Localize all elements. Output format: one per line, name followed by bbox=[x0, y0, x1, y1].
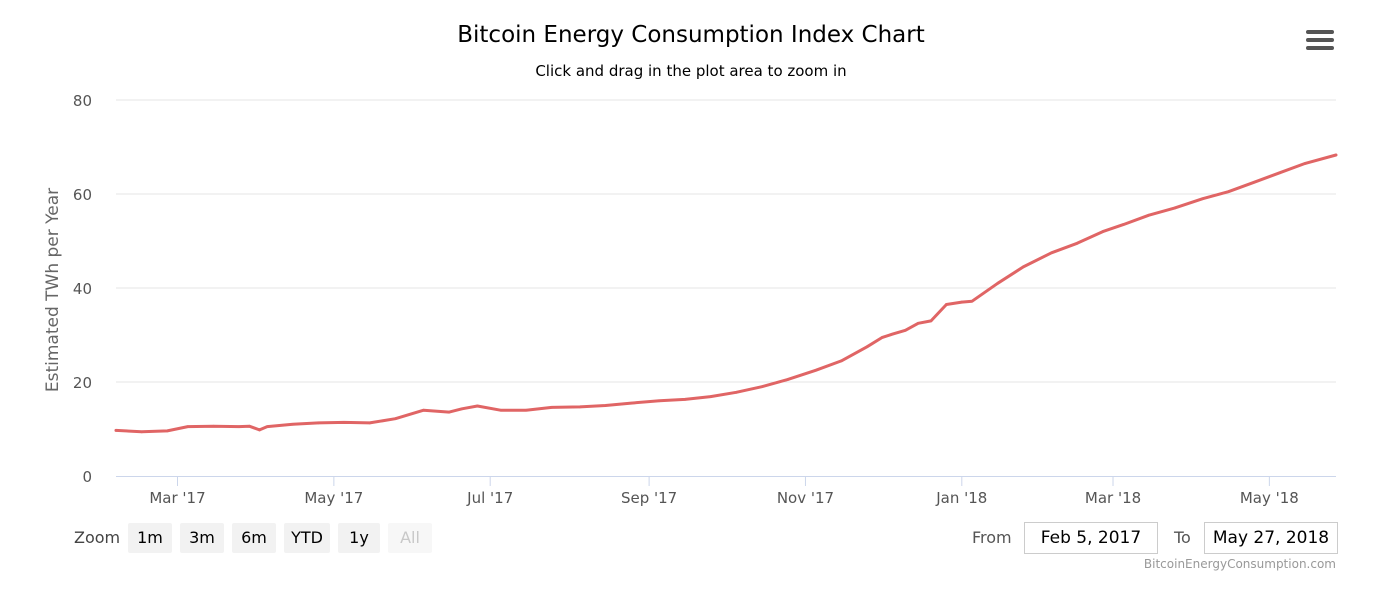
data-point bbox=[814, 368, 818, 372]
data-point bbox=[904, 329, 907, 332]
data-point bbox=[658, 399, 661, 403]
data-point bbox=[1101, 230, 1105, 233]
data-point bbox=[1075, 242, 1079, 245]
data-point bbox=[1201, 197, 1205, 200]
x-tick-label: Sep '17 bbox=[621, 489, 677, 507]
data-point bbox=[760, 385, 764, 389]
data-point bbox=[709, 395, 712, 398]
data-point bbox=[550, 406, 554, 409]
y-tick-label: 20 bbox=[73, 374, 92, 392]
data-point bbox=[140, 430, 143, 434]
zoom-1y-button[interactable]: 1y bbox=[338, 523, 380, 553]
data-point bbox=[237, 425, 241, 428]
data-point bbox=[422, 408, 425, 412]
data-point bbox=[447, 410, 451, 414]
range-from-input[interactable]: Feb 5, 2017 bbox=[1024, 522, 1158, 554]
data-point bbox=[212, 424, 215, 428]
menu-bar bbox=[1306, 46, 1334, 50]
data-point bbox=[186, 425, 190, 428]
data-point bbox=[629, 401, 633, 405]
data-point bbox=[1303, 162, 1307, 165]
data-point bbox=[881, 336, 884, 339]
x-tick-label: Mar '18 bbox=[1085, 489, 1141, 507]
data-point bbox=[114, 429, 118, 432]
data-point bbox=[247, 424, 251, 428]
x-tick-label: May '18 bbox=[1240, 489, 1299, 507]
data-point bbox=[929, 319, 933, 323]
data-point bbox=[786, 378, 789, 381]
zoom-3m-button[interactable]: 3m bbox=[180, 523, 224, 553]
y-tick-label: 0 bbox=[82, 468, 92, 486]
data-point bbox=[1121, 223, 1125, 226]
y-tick-label: 40 bbox=[73, 280, 92, 298]
data-point bbox=[265, 425, 269, 428]
data-point bbox=[499, 408, 502, 412]
x-axis: Mar '17 May '17 Jul '17 Sep '17 Nov '17 Jan '… bbox=[116, 476, 1336, 507]
data-point bbox=[1278, 171, 1281, 175]
zoom-1m-button[interactable]: 1m bbox=[128, 523, 172, 553]
x-tick-label: Jan '18 bbox=[935, 489, 987, 507]
zoom-label: Zoom bbox=[74, 528, 121, 547]
data-point bbox=[258, 428, 261, 432]
chart-subtitle: Click and drag in the plot area to zoom … bbox=[535, 62, 847, 80]
data-point bbox=[1173, 206, 1176, 210]
data-point bbox=[891, 332, 894, 336]
data-point bbox=[1252, 180, 1256, 184]
data-point bbox=[604, 404, 607, 407]
chart-title: Bitcoin Energy Consumption Index Chart bbox=[457, 22, 925, 48]
data-point bbox=[291, 423, 295, 426]
y-tick-label: 60 bbox=[73, 186, 92, 204]
data-point bbox=[394, 417, 397, 420]
data-point bbox=[840, 359, 843, 363]
x-tick-label: Mar '17 bbox=[149, 489, 205, 507]
data-point bbox=[996, 282, 999, 285]
menu-bar bbox=[1306, 38, 1334, 42]
series-line[interactable] bbox=[114, 153, 1338, 434]
data-point bbox=[460, 407, 464, 411]
menu-bar bbox=[1306, 30, 1334, 34]
x-tick-label: May '17 bbox=[304, 489, 363, 507]
series-layer[interactable] bbox=[114, 153, 1338, 434]
data-point bbox=[734, 391, 738, 394]
zoom-6m-button[interactable]: 6m bbox=[232, 523, 276, 553]
data-point bbox=[578, 405, 582, 409]
range-to-label: To bbox=[1174, 528, 1191, 547]
data-point bbox=[945, 303, 948, 306]
data-point bbox=[524, 408, 528, 412]
data-point bbox=[970, 299, 974, 303]
data-point bbox=[476, 404, 479, 408]
data-point bbox=[1227, 190, 1230, 193]
y-tick-label: 80 bbox=[73, 92, 92, 110]
data-point bbox=[1050, 251, 1053, 255]
data-point bbox=[683, 398, 687, 401]
data-point bbox=[342, 421, 346, 424]
data-point bbox=[1022, 265, 1025, 269]
range-from-label: From bbox=[972, 528, 1012, 547]
data-point bbox=[1147, 213, 1151, 217]
data-point bbox=[368, 421, 372, 425]
data-point bbox=[865, 345, 869, 349]
data-point bbox=[960, 300, 964, 304]
data-point bbox=[317, 421, 320, 425]
data-point bbox=[1334, 153, 1338, 157]
zoom-all-button[interactable]: All bbox=[388, 523, 432, 553]
credit-link[interactable]: BitcoinEnergyConsumption.com bbox=[1143, 557, 1336, 571]
y-axis-title: Estimated TWh per Year bbox=[43, 188, 63, 392]
data-point bbox=[165, 429, 169, 433]
y-axis-ticks: 0 20 40 60 80 bbox=[73, 92, 92, 486]
hamburger-menu-icon[interactable] bbox=[1306, 30, 1334, 54]
grid-lines bbox=[116, 99, 1336, 383]
x-tick-label: Nov '17 bbox=[777, 489, 834, 507]
zoom-ytd-button[interactable]: YTD bbox=[284, 523, 330, 553]
range-to-input[interactable]: May 27, 2018 bbox=[1204, 522, 1338, 554]
x-tick-label: Jul '17 bbox=[466, 489, 513, 507]
data-point bbox=[916, 321, 920, 325]
